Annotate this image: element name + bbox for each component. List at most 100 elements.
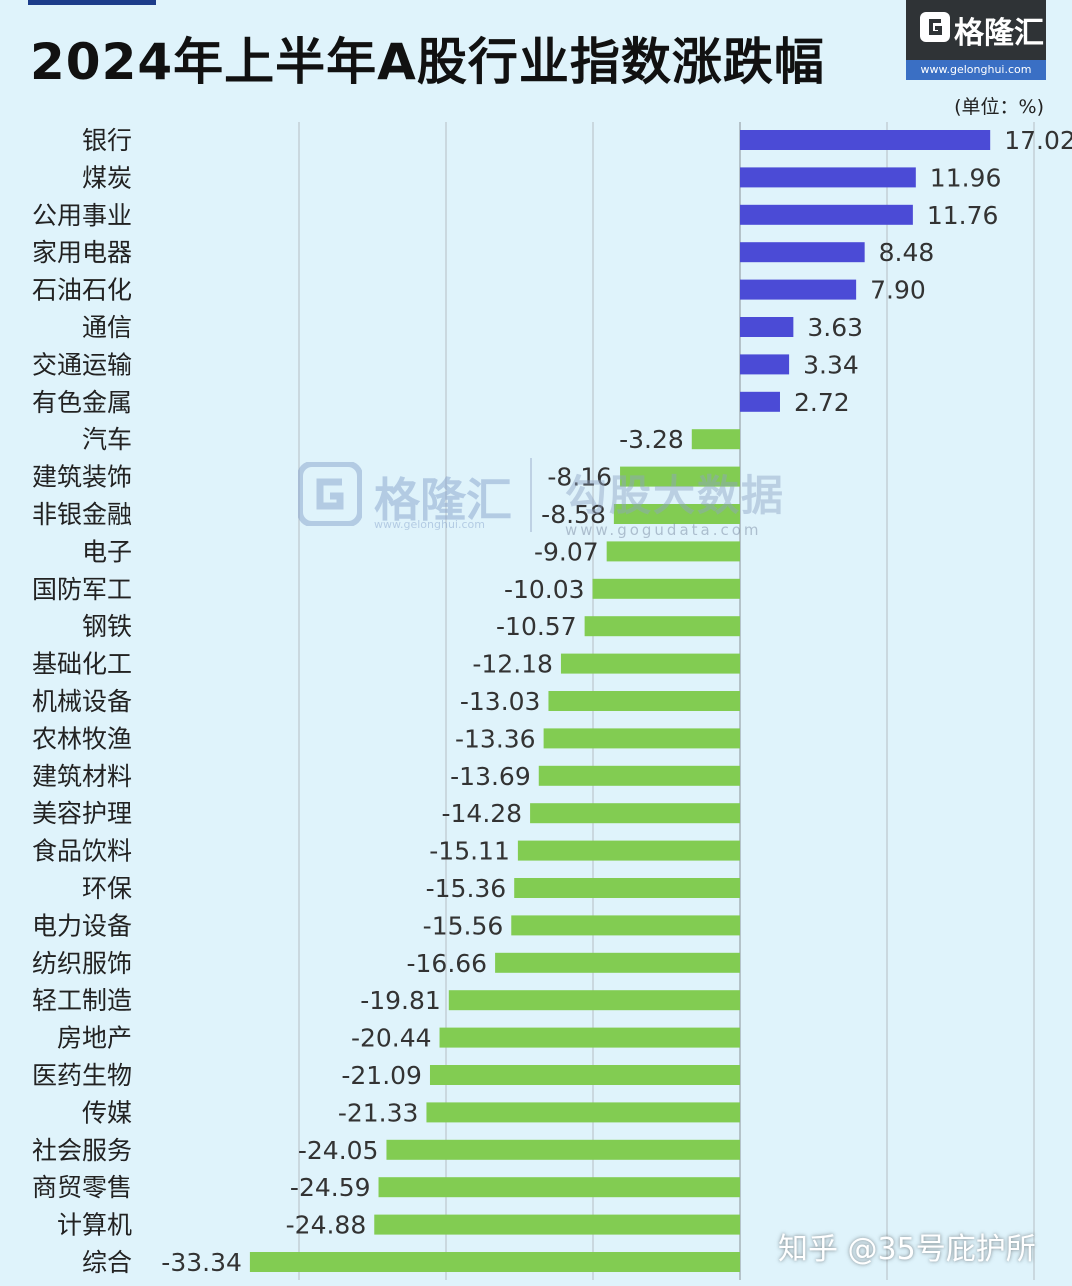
bar (740, 317, 794, 337)
category-label: 综合 (82, 1248, 132, 1277)
value-label: -15.36 (426, 874, 507, 903)
value-label: -8.16 (547, 463, 612, 492)
bar (740, 242, 865, 263)
category-label: 机械设备 (32, 687, 132, 716)
category-label: 建筑装饰 (32, 463, 132, 492)
category-label: 美容护理 (32, 799, 132, 828)
unit-label: (单位：%) (954, 96, 1044, 118)
bar (548, 691, 740, 711)
watermark-logo-icon (297, 461, 363, 527)
brand-logo-url: www.gelonghui.com (906, 60, 1046, 80)
value-label: -19.81 (360, 986, 441, 1015)
brand-logo-name: 格隆汇 (954, 16, 1044, 51)
bar (543, 728, 740, 749)
category-label: 农林牧渔 (32, 724, 132, 753)
category-label: 公用事业 (32, 201, 132, 230)
value-label: -13.36 (455, 724, 536, 753)
value-label: -24.88 (286, 1211, 367, 1240)
value-label: -9.07 (534, 537, 599, 566)
category-label: 基础化工 (32, 650, 132, 679)
category-label: 银行 (82, 126, 132, 155)
bar (740, 130, 991, 150)
value-label: 2.72 (794, 388, 850, 417)
watermark-divider (530, 458, 532, 532)
bar (740, 204, 913, 225)
top-accent-strip (28, 0, 156, 5)
value-label: -33.34 (161, 1248, 242, 1277)
category-label: 通信 (82, 313, 132, 342)
value-label: 11.76 (927, 201, 999, 230)
value-label: 3.63 (807, 313, 863, 342)
category-label: 交通运输 (32, 350, 132, 379)
value-label: -13.69 (450, 762, 531, 791)
value-label: 17.02 (1004, 126, 1072, 155)
watermark-name: 格隆汇 (374, 473, 512, 527)
value-label: -24.05 (298, 1136, 379, 1165)
value-label: -12.18 (472, 650, 553, 679)
category-label: 医药生物 (32, 1061, 132, 1090)
watermark-secondary-url: www.gogudata.com (565, 521, 762, 539)
bar (378, 1177, 740, 1198)
category-label: 传媒 (82, 1098, 132, 1127)
bar (530, 803, 740, 824)
bar (613, 504, 740, 524)
category-label: 建筑材料 (32, 762, 132, 791)
category-label: 国防军工 (32, 575, 132, 604)
category-label: 石油石化 (32, 276, 132, 305)
category-label: 电子 (82, 537, 132, 566)
category-label: 非银金融 (32, 500, 132, 529)
gelonghui-watermark: 格隆汇 www.gelonghui.com (297, 461, 512, 531)
bar (740, 354, 790, 375)
category-label: 商贸零售 (32, 1173, 132, 1202)
bar (517, 840, 740, 861)
category-label: 煤炭 (82, 163, 132, 192)
bar (386, 1139, 740, 1160)
category-label: 食品饮料 (32, 837, 132, 866)
category-label: 环保 (82, 874, 132, 903)
category-label: 有色金属 (32, 388, 132, 417)
value-label: -10.03 (504, 575, 585, 604)
value-label: -20.44 (351, 1024, 432, 1053)
category-label: 计算机 (57, 1211, 132, 1240)
category-label: 电力设备 (32, 911, 132, 940)
watermark-url: www.gelonghui.com (374, 518, 485, 531)
value-label: -21.33 (338, 1098, 419, 1127)
bar (740, 167, 916, 188)
category-label: 房地产 (57, 1024, 132, 1053)
bar (620, 466, 740, 487)
brand-logo-icon (920, 12, 950, 42)
bar (374, 1214, 740, 1235)
value-label: -15.56 (423, 911, 504, 940)
bar (560, 653, 740, 674)
category-label: 家用电器 (32, 238, 132, 267)
bar (429, 1065, 740, 1085)
brand-logo: 格隆汇 www.gelonghui.com (906, 0, 1046, 80)
bar (691, 429, 740, 450)
value-label: -24.59 (290, 1173, 371, 1202)
bar (511, 915, 740, 936)
value-label: 8.48 (879, 238, 935, 267)
gogudata-watermark: 勾股大数据 www.gogudata.com (565, 462, 785, 539)
bar (426, 1102, 740, 1123)
bar (606, 541, 740, 562)
bar (740, 391, 780, 412)
bar (538, 765, 740, 786)
value-label: -21.09 (341, 1061, 422, 1090)
value-label: -10.57 (496, 612, 577, 641)
value-label: -16.66 (407, 949, 488, 978)
category-label: 社会服务 (32, 1136, 132, 1165)
value-label: 7.90 (870, 276, 926, 305)
value-label: -3.28 (619, 425, 684, 454)
category-label: 轻工制造 (32, 986, 132, 1015)
bar (584, 616, 740, 637)
value-label: -14.28 (441, 799, 522, 828)
category-label: 纺织服饰 (32, 949, 132, 978)
category-label: 汽车 (82, 425, 132, 454)
bar (740, 279, 857, 300)
value-label: 11.96 (930, 163, 1002, 192)
value-label: -13.03 (460, 687, 541, 716)
bar (495, 952, 740, 973)
category-label: 钢铁 (82, 612, 132, 641)
value-label: 3.34 (803, 350, 859, 379)
